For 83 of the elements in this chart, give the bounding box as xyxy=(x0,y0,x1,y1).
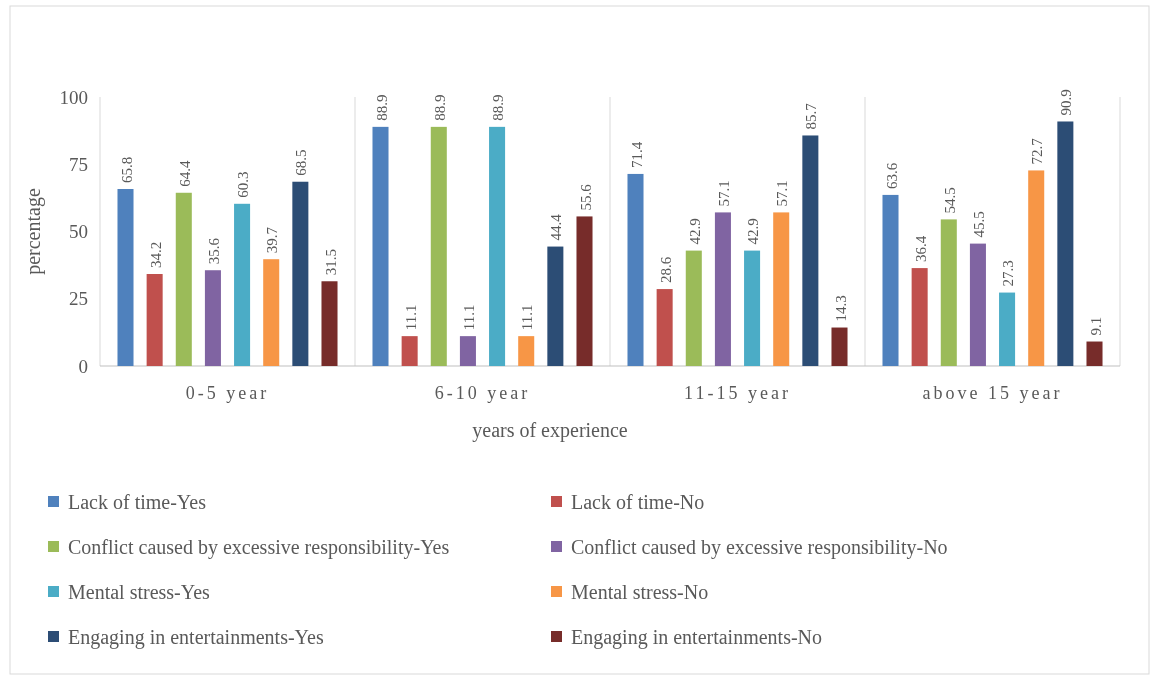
bar xyxy=(372,126,389,366)
data-label: 28.6 xyxy=(657,256,674,284)
data-label: 11.1 xyxy=(460,304,477,331)
data-label: 63.6 xyxy=(883,162,900,189)
data-label: 31.5 xyxy=(322,249,339,276)
bar xyxy=(882,194,899,366)
legend-label: Conflict caused by excessive responsibility-No xyxy=(571,536,948,559)
bar xyxy=(831,327,848,366)
bar xyxy=(321,281,338,366)
x-tick-label: 0-5 year xyxy=(185,383,270,403)
bar xyxy=(999,292,1016,366)
bar xyxy=(1057,121,1074,366)
bar xyxy=(518,336,535,366)
bar xyxy=(773,212,790,366)
legend-label: Engaging in entertainments-Yes xyxy=(68,626,324,649)
data-label: 44.4 xyxy=(548,213,565,241)
data-label: 85.7 xyxy=(803,102,820,130)
bar xyxy=(547,246,564,366)
data-label: 35.6 xyxy=(205,237,222,265)
data-label: 72.7 xyxy=(1029,137,1046,165)
x-axis-title: years of experience xyxy=(472,419,628,442)
y-tick-label: 100 xyxy=(59,86,88,108)
x-tick-label: 6-10 year xyxy=(434,383,531,403)
data-label: 45.5 xyxy=(970,211,987,238)
legend-label: Mental stress-No xyxy=(571,581,709,603)
data-label: 57.1 xyxy=(715,180,732,207)
data-label: 54.5 xyxy=(941,187,958,214)
legend-label: Mental stress-Yes xyxy=(68,581,211,603)
legend-label: Lack of time-Yes xyxy=(68,491,207,513)
bar xyxy=(656,289,673,366)
legend-label: Conflict caused by excessive responsibility-Yes xyxy=(68,536,450,559)
y-tick-label: 0 xyxy=(78,355,88,377)
data-label: 14.3 xyxy=(832,295,849,322)
bar xyxy=(911,268,928,366)
data-label: 90.9 xyxy=(1058,89,1075,116)
data-label: 42.9 xyxy=(686,218,703,245)
bar xyxy=(401,336,418,366)
bar xyxy=(714,212,731,366)
y-tick-label: 50 xyxy=(69,221,88,243)
bar xyxy=(1028,170,1045,366)
data-label: 39.7 xyxy=(264,226,281,254)
data-label: 34.2 xyxy=(147,241,164,268)
bar xyxy=(459,336,476,366)
bar xyxy=(627,173,644,366)
data-label: 60.3 xyxy=(235,171,252,198)
bar xyxy=(175,192,192,366)
data-label: 11.1 xyxy=(519,304,536,331)
data-label: 68.5 xyxy=(293,149,310,176)
bar xyxy=(969,243,986,366)
bar xyxy=(204,270,221,366)
data-label: 88.9 xyxy=(490,94,507,121)
bar xyxy=(576,216,593,366)
data-label: 88.9 xyxy=(373,94,390,121)
data-label: 88.9 xyxy=(431,94,448,121)
data-label: 65.8 xyxy=(118,156,135,183)
bar xyxy=(263,259,280,366)
bar xyxy=(234,203,251,366)
y-axis-title: percentage xyxy=(22,188,45,275)
bar xyxy=(430,126,447,366)
data-label: 42.9 xyxy=(745,218,762,245)
bar xyxy=(1086,341,1103,366)
data-label: 71.4 xyxy=(628,141,645,168)
bar xyxy=(292,181,309,366)
data-label: 9.1 xyxy=(1087,316,1104,336)
legend-label: Engaging in entertainments-No xyxy=(571,626,823,649)
legend-label: Lack of time-No xyxy=(571,491,705,513)
bar xyxy=(117,189,134,366)
y-tick-label: 75 xyxy=(69,153,88,175)
bar xyxy=(685,250,702,366)
x-tick-label: 11-15 year xyxy=(684,383,791,403)
data-label: 55.6 xyxy=(577,183,594,211)
data-label: 11.1 xyxy=(402,304,419,331)
bar xyxy=(802,135,819,366)
bar xyxy=(744,250,761,366)
bar xyxy=(940,219,957,366)
data-label: 36.4 xyxy=(912,235,929,263)
data-label: 57.1 xyxy=(774,180,791,207)
data-label: 64.4 xyxy=(176,160,193,187)
y-tick-label: 25 xyxy=(69,288,88,310)
x-tick-label: above 15 year xyxy=(922,383,1063,403)
bar xyxy=(489,126,506,366)
data-label: 27.3 xyxy=(1000,260,1017,287)
bar xyxy=(146,274,163,366)
